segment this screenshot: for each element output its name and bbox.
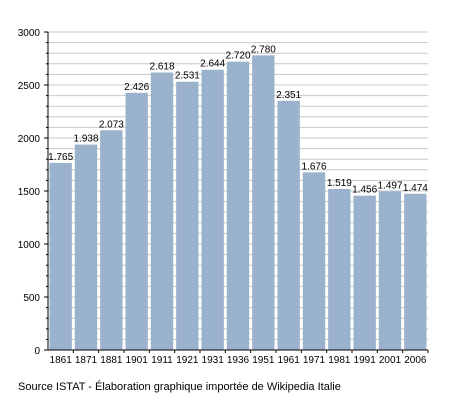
y-tick-label-500: 500 [23,293,40,304]
data-label-1861: 1.765 [48,152,73,163]
bar-1991 [353,195,376,350]
bar-2001 [378,191,402,350]
x-tick-label-1981: 1981 [328,355,351,366]
bar-2006 [404,193,427,350]
x-tick-label-1951: 1951 [252,355,275,366]
data-label-1911: 2.618 [149,61,174,72]
x-tick-label-1881: 1881 [100,355,123,366]
data-label-2006: 1.474 [403,183,428,194]
x-tick-label-1921: 1921 [176,355,199,366]
bar-1901 [125,92,148,351]
data-label-1921: 2.531 [175,71,200,82]
x-tick-label-1901: 1901 [126,355,149,366]
bar-1861 [49,162,72,350]
y-tick-label-2000: 2000 [18,134,41,145]
bar-1936 [226,61,250,351]
x-tick-label-1861: 1861 [50,355,73,366]
data-label-1931: 2.644 [200,59,225,70]
y-tick-label-0: 0 [34,346,40,357]
bar-1911 [150,72,174,350]
x-tick-label-1991: 1991 [354,355,377,366]
y-tick-label-3000: 3000 [18,28,41,39]
x-tick-label-1936: 1936 [227,355,250,366]
source-note: Source ISTAT - Élaboration graphique imp… [18,381,341,393]
data-label-1936: 2.720 [225,51,250,62]
x-tick-label-2001: 2001 [379,355,402,366]
bar-1881 [100,130,123,350]
bar-1961 [277,100,300,350]
data-label-1981: 1.519 [327,178,352,189]
bars [49,55,427,351]
data-label-1901: 2.426 [124,82,149,93]
x-tick-label-1871: 1871 [75,355,98,366]
bar-1921 [176,81,199,351]
axes: 1861 1871 1881 1901 1911 1921 1931 1936 1951 1961… [18,28,429,366]
bar-1871 [74,144,98,350]
x-tick-label-1961: 1961 [278,355,301,366]
x-tick-label-2006: 2006 [404,355,427,366]
data-label-1951: 2.780 [251,44,276,55]
x-tick-label-1971: 1971 [303,355,326,366]
bar-1951 [252,55,275,350]
x-tick-label-1931: 1931 [202,355,225,366]
y-tick-label-2500: 2500 [18,81,41,92]
bar-1981 [328,188,351,350]
bar-1931 [201,69,224,351]
y-tick-label-1500: 1500 [18,187,41,198]
data-label-1991: 1.456 [352,185,377,196]
y-tick-label-1000: 1000 [18,240,41,251]
x-tick-label-1911: 1911 [151,355,173,366]
bar-1971 [302,172,326,350]
data-label-1971: 1.676 [301,161,326,172]
data-label-1881: 2.073 [99,119,124,130]
data-label-2001: 1.497 [377,180,402,191]
data-label-1871: 1.938 [73,134,98,145]
data-label-1961: 2.351 [276,90,301,101]
